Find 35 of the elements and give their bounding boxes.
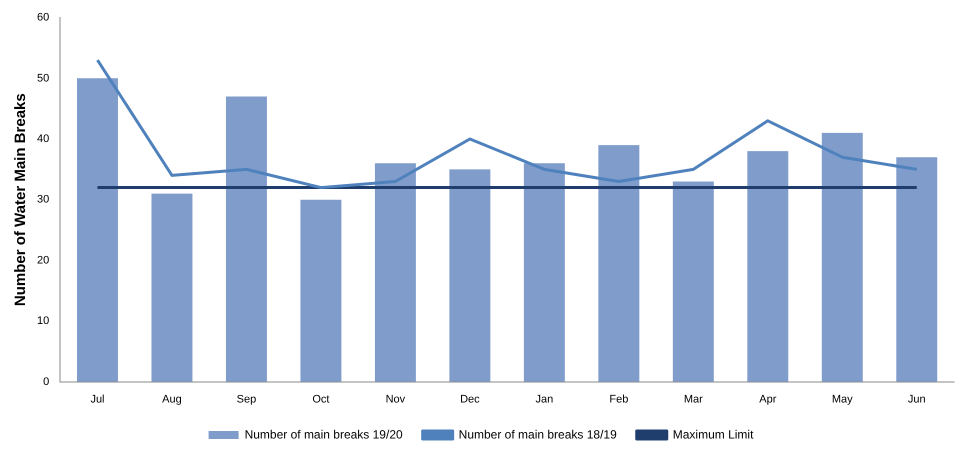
- y-tick-label: 60: [36, 12, 50, 24]
- x-tick-label: Oct: [312, 393, 330, 406]
- y-tick-label: 40: [36, 133, 50, 146]
- bar: [374, 163, 416, 382]
- x-tick-label: Feb: [609, 393, 628, 406]
- x-tick-label: May: [832, 393, 854, 406]
- bar: [598, 145, 640, 382]
- x-tick-label: Dec: [460, 393, 480, 406]
- x-tick-label: Nov: [386, 393, 406, 406]
- x-tick-label: Sep: [236, 393, 256, 406]
- bar: [822, 132, 863, 382]
- y-axis-title: Number of Water Main Breaks: [12, 93, 30, 306]
- bar: [672, 181, 714, 382]
- legend-label: Number of main breaks 18/19: [458, 427, 618, 442]
- y-tick-label: 50: [36, 72, 50, 84]
- x-tick-label: Jan: [535, 393, 554, 406]
- x-tick-label: Jul: [90, 393, 105, 406]
- legend-label: Maximum Limit: [672, 427, 754, 442]
- y-tick-label: 10: [36, 315, 50, 328]
- bar: [76, 78, 118, 382]
- bar: [524, 163, 565, 382]
- bar: [151, 194, 192, 382]
- x-tick-label: Apr: [759, 393, 777, 406]
- bar: [226, 96, 267, 382]
- bar: [300, 200, 342, 382]
- bar: [747, 151, 788, 382]
- x-tick-label: Jun: [908, 393, 926, 406]
- x-tick-label: Mar: [684, 393, 704, 406]
- y-tick-label: 20: [36, 254, 50, 266]
- y-tick-label: 0: [43, 376, 50, 388]
- bar: [449, 169, 490, 382]
- y-tick-label: 30: [36, 194, 50, 206]
- bar: [896, 157, 938, 382]
- legend-label: Number of main breaks 19/20: [244, 427, 403, 442]
- x-tick-label: Aug: [162, 393, 182, 406]
